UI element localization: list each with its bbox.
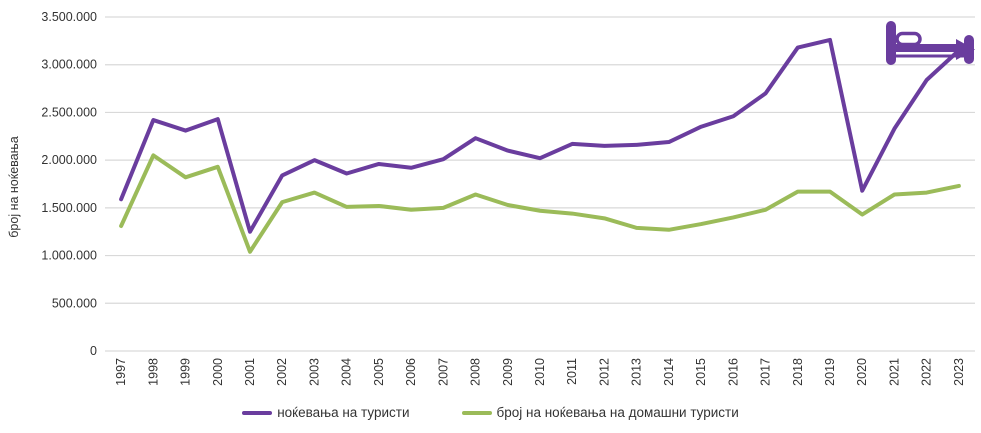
x-axis-tick-label: 2020 xyxy=(855,358,869,386)
x-axis-tick-label: 2006 xyxy=(404,358,418,386)
bed-mattress xyxy=(886,44,970,52)
y-axis-tick-label: 1.000.000 xyxy=(41,249,97,263)
bed-rail xyxy=(886,54,970,58)
x-axis-tick-label: 1997 xyxy=(114,358,128,386)
x-axis-tick-label: 2013 xyxy=(630,358,644,386)
x-axis-tick-label: 2014 xyxy=(662,358,676,386)
x-axis-tick-label: 2017 xyxy=(759,358,773,386)
x-axis-tick-label: 2005 xyxy=(372,358,386,386)
x-axis-tick-label: 2022 xyxy=(920,358,934,386)
series-line-tourists xyxy=(119,37,961,234)
x-axis-tick-label: 2009 xyxy=(501,358,515,386)
x-axis-tick-label: 2011 xyxy=(565,358,579,385)
x-axis-tick-label: 2004 xyxy=(340,358,354,386)
legend-item-tourists: ноќевања на туристи xyxy=(242,405,410,420)
x-axis-tick-label: 1998 xyxy=(146,358,160,386)
x-axis-tick-label: 2019 xyxy=(823,358,837,386)
x-axis-tick-label: 2023 xyxy=(952,358,966,386)
trend-arrowhead xyxy=(956,39,975,60)
series-line-domestic-tourists xyxy=(119,153,961,254)
x-axis-tick-label: 2012 xyxy=(597,358,611,386)
x-axis-tick-label: 2021 xyxy=(887,358,901,386)
x-axis-tick-label: 2003 xyxy=(307,358,321,386)
legend-swatch-tourists-line-icon xyxy=(242,410,273,415)
x-axis-tick-label: 2010 xyxy=(533,358,547,386)
legend-swatch-domestic-line-icon xyxy=(461,410,492,415)
x-axis-tick-label: 2000 xyxy=(211,358,225,386)
y-axis-tick-label: 500.000 xyxy=(52,296,97,310)
x-axis-tick-label: 2007 xyxy=(436,358,450,386)
y-axis-tick-label: 3.500.000 xyxy=(41,10,97,24)
x-axis-tick-label: 2015 xyxy=(694,358,708,386)
y-axis-tick-label: 1.500.000 xyxy=(41,201,97,215)
legend-item-domestic-tourists: број на ноќевања на домашни туристи xyxy=(461,405,739,420)
bed-headboard xyxy=(886,21,896,65)
bed-pillow xyxy=(895,31,922,47)
legend-label-domestic-tourists: број на ноќевања на домашни туристи xyxy=(496,405,739,420)
y-axis-tick-label: 0 xyxy=(90,344,97,358)
x-axis-tick-label: 2016 xyxy=(726,358,740,386)
y-axis-tick-label: 2.000.000 xyxy=(41,153,97,167)
y-axis-tick-label: 2.500.000 xyxy=(41,105,97,119)
bed-icon xyxy=(886,21,975,65)
legend: ноќевања на туристи број на ноќевања на … xyxy=(0,405,981,420)
x-axis-tick-label: 2002 xyxy=(275,358,289,386)
x-axis-tick-label: 2001 xyxy=(243,358,257,386)
x-axis-tick-label: 2018 xyxy=(791,358,805,386)
x-axis-tick-label: 1999 xyxy=(179,358,193,386)
y-axis-tick-label: 3.000.000 xyxy=(41,58,97,72)
legend-label-tourists: ноќевања на туристи xyxy=(277,405,410,420)
x-axis-tick-label: 2008 xyxy=(469,358,483,386)
